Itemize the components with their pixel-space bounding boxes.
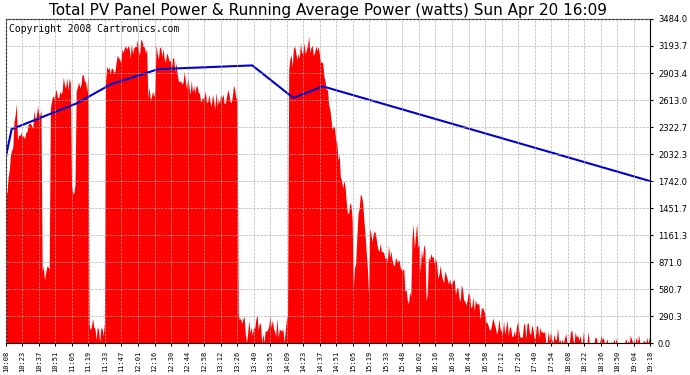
Title: Total PV Panel Power & Running Average Power (watts) Sun Apr 20 16:09: Total PV Panel Power & Running Average P…: [49, 3, 607, 18]
Text: Copyright 2008 Cartronics.com: Copyright 2008 Cartronics.com: [9, 24, 179, 34]
